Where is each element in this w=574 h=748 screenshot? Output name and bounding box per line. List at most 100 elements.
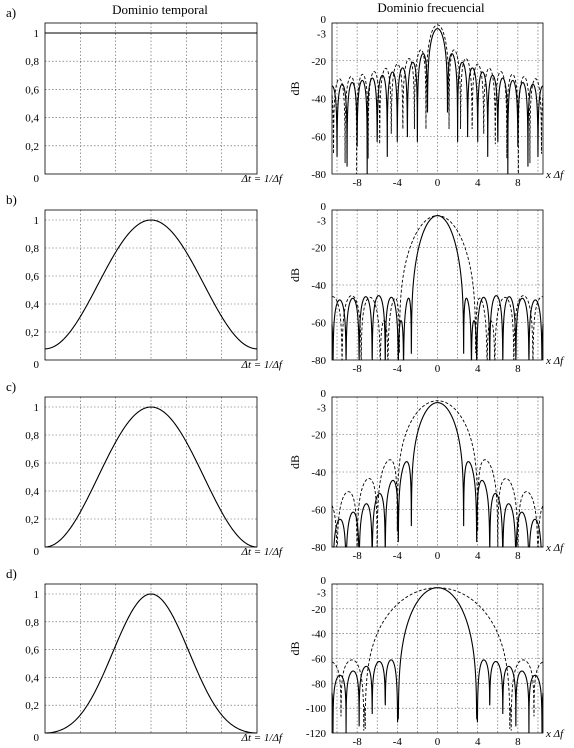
spectrum-dashed-line	[331, 400, 544, 548]
y-tick-label: -20	[311, 243, 326, 255]
y-tick-label: 1	[34, 589, 40, 601]
x-tick-label: -8	[353, 550, 363, 562]
y-tick-label: 0,4	[25, 672, 39, 684]
y-tick-label: -3	[317, 588, 327, 600]
y-tick-label: -40	[311, 280, 326, 292]
time-axis-label: Δt = 1/Δf	[240, 732, 283, 744]
spectrum-dashed-line	[331, 587, 544, 731]
y-tick-label: 0	[34, 359, 40, 371]
y-tick-label: 0	[321, 388, 327, 400]
y-tick-label: 0	[321, 575, 327, 587]
time-panel: 1 0,8 0,6 0,4 0,2 0 Δt = 1/Δf	[25, 209, 284, 371]
x-tick-label: 0	[435, 736, 441, 748]
y-tick-label: -80	[311, 355, 326, 367]
y-tick-label: 0,4	[25, 486, 39, 498]
x-tick-label: 4	[475, 177, 481, 189]
y-tick-label: 0	[34, 173, 40, 185]
plot-frame	[44, 22, 258, 175]
y-tick-label: 0,2	[25, 700, 39, 712]
y-tick-label: -20	[311, 430, 326, 442]
x-tick-label: 8	[515, 550, 521, 562]
time-axis-label: Δt = 1/Δf	[240, 546, 283, 558]
x-tick-label: -4	[393, 363, 403, 375]
time-panel: 1 0,8 0,6 0,4 0,2 0 Δt = 1/Δf	[25, 583, 284, 744]
plot-frame	[331, 583, 544, 734]
y-tick-label: 0,8	[25, 243, 39, 255]
spectrum-solid-line	[331, 402, 544, 548]
time-panel: 1 0,8 0,6 0,4 0,2 0 Δt = 1/Δf	[25, 396, 284, 558]
y-tick-label: -80	[311, 169, 326, 181]
y-tick-label: -40	[311, 94, 326, 106]
plot-frame	[44, 209, 258, 361]
y-tick-label: -3	[317, 216, 327, 228]
y-tick-label: -60	[311, 131, 326, 143]
spectrum-solid-line	[331, 28, 544, 175]
plot-frame	[331, 209, 544, 361]
header-freq-domain: Dominio frecuencial	[377, 0, 485, 15]
x-tick-label: -8	[353, 363, 363, 375]
y-tick-label: 1	[34, 28, 40, 40]
window-curve	[44, 406, 258, 548]
y-tick-label: 0,8	[25, 56, 39, 68]
x-tick-label: 8	[515, 363, 521, 375]
y-tick-label: -3	[317, 403, 327, 415]
spectrum-dashed-line	[331, 215, 544, 361]
freq-ylabel: dB	[288, 268, 302, 282]
y-tick-label: -80	[311, 678, 326, 690]
y-tick-label: -40	[311, 467, 326, 479]
y-tick-label: 0,2	[25, 514, 39, 526]
x-tick-label: -8	[353, 736, 363, 748]
x-tick-label: -4	[393, 736, 403, 748]
time-axis-label: Δt = 1/Δf	[240, 173, 283, 185]
y-tick-label: 0,2	[25, 141, 39, 153]
row-label: c)	[6, 379, 16, 394]
x-tick-label: 0	[435, 363, 441, 375]
y-tick-label: 0,4	[25, 299, 39, 311]
x-tick-label: 0	[435, 550, 441, 562]
freq-ylabel: dB	[288, 641, 302, 655]
x-tick-label: 8	[515, 736, 521, 748]
freq-axis-label: x Δf	[545, 728, 565, 740]
x-tick-label: 0	[435, 177, 441, 189]
y-tick-label: 0,2	[25, 327, 39, 339]
y-tick-label: 0,6	[25, 84, 39, 96]
freq-ylabel: dB	[288, 81, 302, 95]
time-panel: 1 0,8 0,6 0,4 0,2 0 Δt = 1/Δf	[25, 22, 284, 185]
x-tick-label: 4	[475, 736, 481, 748]
y-tick-label: -100	[306, 703, 327, 715]
y-tick-label: 0	[34, 732, 40, 744]
y-tick-label: -3	[317, 29, 327, 41]
x-tick-label: -8	[353, 177, 363, 189]
x-tick-label: 4	[475, 550, 481, 562]
row-label: b)	[6, 192, 17, 207]
window-curve	[44, 219, 258, 350]
y-tick-label: -20	[311, 604, 326, 616]
freq-axis-label: x Δf	[545, 169, 565, 181]
x-tick-label: 4	[475, 363, 481, 375]
plot-frame	[331, 396, 544, 548]
y-tick-label: 0,4	[25, 113, 39, 125]
window-curve	[44, 593, 258, 734]
y-tick-label: -120	[306, 728, 327, 740]
y-tick-label: 0,6	[25, 271, 39, 283]
y-tick-label: -60	[311, 654, 326, 666]
freq-axis-label: x Δf	[545, 355, 565, 367]
y-tick-label: -60	[311, 318, 326, 330]
spectrum-solid-line	[331, 587, 544, 734]
x-tick-label: -4	[393, 550, 403, 562]
header-time-domain: Dominio temporal	[112, 2, 208, 17]
y-tick-label: -80	[311, 542, 326, 554]
y-tick-label: -60	[311, 505, 326, 517]
row-label: a)	[6, 5, 16, 20]
row-label: d)	[6, 566, 17, 581]
x-tick-label: -4	[393, 177, 403, 189]
y-tick-label: 0	[321, 14, 327, 26]
freq-ylabel: dB	[288, 455, 302, 469]
plot-frame	[44, 396, 258, 548]
time-axis-label: Δt = 1/Δf	[240, 359, 283, 371]
